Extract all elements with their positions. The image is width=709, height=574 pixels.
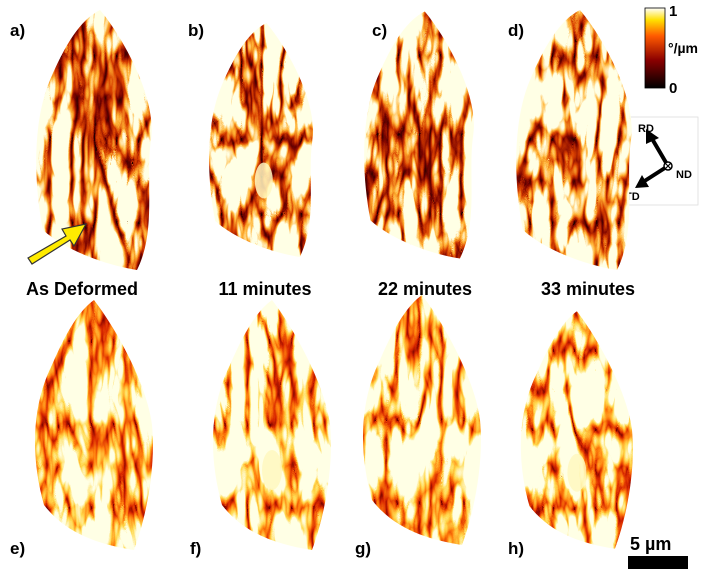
axis-label: RD [638,123,654,135]
colorbar [644,7,666,89]
map-panel [212,300,331,550]
map-panel [516,10,632,270]
map-panel [362,295,481,545]
caption: 33 minutes [541,279,635,299]
panel-label: h) [508,539,524,558]
caption: 11 minutes [218,279,311,299]
colorbar-unit: °/µm [668,40,698,56]
panel-label: d) [508,21,524,40]
map-panel [364,11,474,259]
caption: 22 minutes [378,279,472,299]
panel-label: b) [188,21,204,40]
caption: As Deformed [26,279,138,299]
colorbar-min: 0 [669,80,677,97]
panel-label: e) [10,539,25,558]
arrow [27,223,88,265]
scale-bar-label: 5 µm [630,534,671,554]
scale-bar [628,556,688,569]
map-panel [209,22,314,258]
axis-label: ND [676,169,692,181]
panel-label: g) [355,539,371,558]
map-panel [34,300,153,550]
axis-triad: RD ND TD [621,116,699,206]
panel-label: c) [372,21,387,40]
map-panel [36,10,152,270]
panel-label: a) [10,21,25,40]
colorbar-max: 1 [669,3,677,20]
map-panel [520,311,633,549]
panel-label: f) [190,539,201,558]
